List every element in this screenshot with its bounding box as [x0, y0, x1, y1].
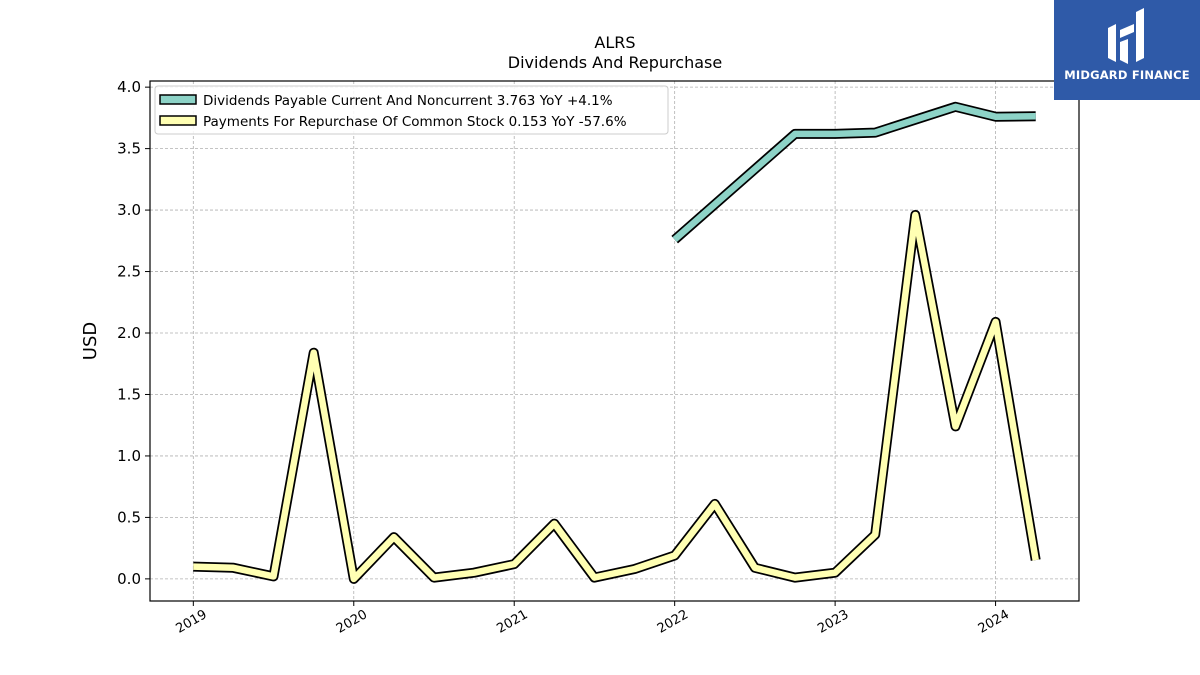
x-tick-label: 2023 — [815, 607, 851, 637]
x-tick-label: 2024 — [976, 607, 1012, 637]
y-tick-label: 2.5 — [117, 263, 141, 281]
y-axis: 0.0 0.5 1.0 1.5 2.0 2.5 3.0 3.5 4.0 — [117, 78, 150, 588]
logo-text: MIDGARD FINANCE — [1064, 68, 1190, 82]
legend-swatch-dividends — [159, 94, 197, 105]
series-line-repurchase — [193, 211, 1039, 583]
y-tick-label: 0.5 — [117, 508, 141, 526]
midgard-logo-icon — [1108, 8, 1144, 64]
y-tick-label: 1.0 — [117, 447, 141, 465]
x-tick-label: 2019 — [173, 607, 209, 637]
legend-label-dividends: Dividends Payable Current And Noncurrent… — [203, 93, 613, 109]
y-tick-label: 2.0 — [117, 324, 141, 342]
chart-subtitle: Dividends And Repurchase — [508, 53, 722, 72]
x-axis: 2019 2020 2021 2022 2023 2024 — [173, 601, 1012, 637]
y-axis-label: USD — [80, 322, 101, 360]
brand-logo: MIDGARD FINANCE — [1054, 0, 1200, 100]
x-tick-label: 2021 — [494, 607, 530, 637]
legend-box — [154, 85, 669, 135]
legend: Dividends Payable Current And Noncurrent… — [154, 85, 669, 135]
series-layer — [193, 101, 1041, 584]
legend-swatch-repurchase — [159, 115, 197, 126]
series-outline-dividends — [671, 101, 1036, 244]
legend-label-repurchase: Payments For Repurchase Of Common Stock … — [203, 114, 627, 130]
y-tick-label: 4.0 — [117, 78, 141, 96]
plot-frame — [149, 80, 1080, 602]
y-tick-label: 1.5 — [117, 385, 141, 403]
series-line-dividends — [672, 103, 1036, 243]
y-tick-label: 3.5 — [117, 140, 141, 158]
y-tick-label: 3.0 — [117, 201, 141, 219]
y-tick-label: 0.0 — [117, 570, 141, 588]
x-tick-label: 2022 — [655, 607, 691, 637]
x-tick-label: 2020 — [334, 607, 370, 637]
chart-title: ALRS — [594, 33, 635, 52]
